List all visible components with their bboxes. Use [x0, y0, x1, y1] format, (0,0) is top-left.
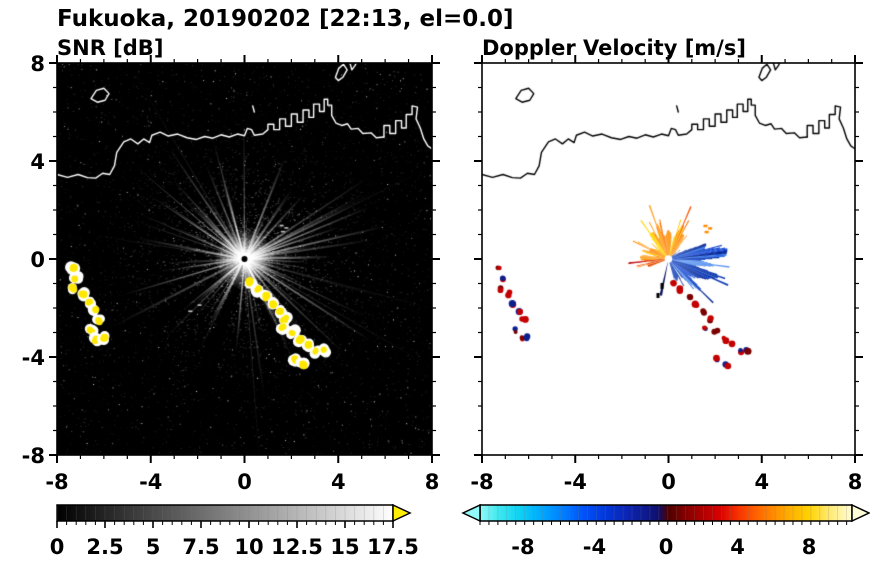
x-tick-label: 4	[754, 470, 769, 494]
y-tick-label: -4	[22, 346, 45, 370]
colorbar-vel: -8 -4 0 4 8	[461, 503, 870, 559]
colorbar-tick-label: -4	[583, 535, 606, 559]
doppler-velocity-heatmap-panel	[482, 63, 855, 455]
x-tick-label: 8	[425, 470, 440, 494]
x-tick-label: -4	[139, 470, 162, 494]
colorbars: 0 2.5 5 7.5 10 12.5 15 17.5 -8 -4 0 4 8	[50, 503, 870, 559]
figure-title: Fukuoka, 20190202 [22:13, el=0.0]	[57, 6, 514, 32]
colorbar-tick-label: 2.5	[86, 535, 123, 559]
colorbar-tick-label: -8	[511, 535, 534, 559]
colorbar-tick-label: 12.5	[271, 535, 323, 559]
colorbar-tick-label: 0	[659, 535, 674, 559]
x-tick-label: 4	[331, 470, 346, 494]
y-tick-label: 8	[30, 52, 45, 76]
colorbar-tick-label: 4	[730, 535, 745, 559]
colorbar-tick-label: 17.5	[367, 535, 419, 559]
colorbar-over-range-arrow	[392, 503, 412, 523]
x-tick-label: -4	[564, 470, 587, 494]
y-tick-label: 0	[30, 248, 45, 272]
y-tick-label: -8	[22, 444, 45, 468]
x-tick-label: -8	[45, 470, 68, 494]
colorbar-tick-label: 0	[50, 535, 65, 559]
x-tick-label: 8	[848, 470, 863, 494]
colorbar-tick-label: 5	[146, 535, 161, 559]
colorbar-tick-label: 15	[330, 535, 359, 559]
velocity-panel-title: Doppler Velocity [m/s]	[482, 36, 746, 60]
snr-panel-title: SNR [dB]	[57, 36, 163, 60]
x-tick-label: 0	[661, 470, 676, 494]
snr-heatmap-panel	[57, 63, 432, 455]
x-tick-label: 0	[237, 470, 252, 494]
colorbar-tick-label: 7.5	[182, 535, 219, 559]
y-tick-label: 4	[30, 150, 45, 174]
colorbar-under-range-arrow	[461, 503, 481, 523]
colorbar-tick-label: 10	[234, 535, 263, 559]
colorbar-over-range-arrow	[851, 503, 870, 523]
colorbar-snr: 0 2.5 5 7.5 10 12.5 15 17.5	[50, 503, 419, 559]
x-tick-label: -8	[470, 470, 493, 494]
colorbar-tick-label: 8	[802, 535, 817, 559]
